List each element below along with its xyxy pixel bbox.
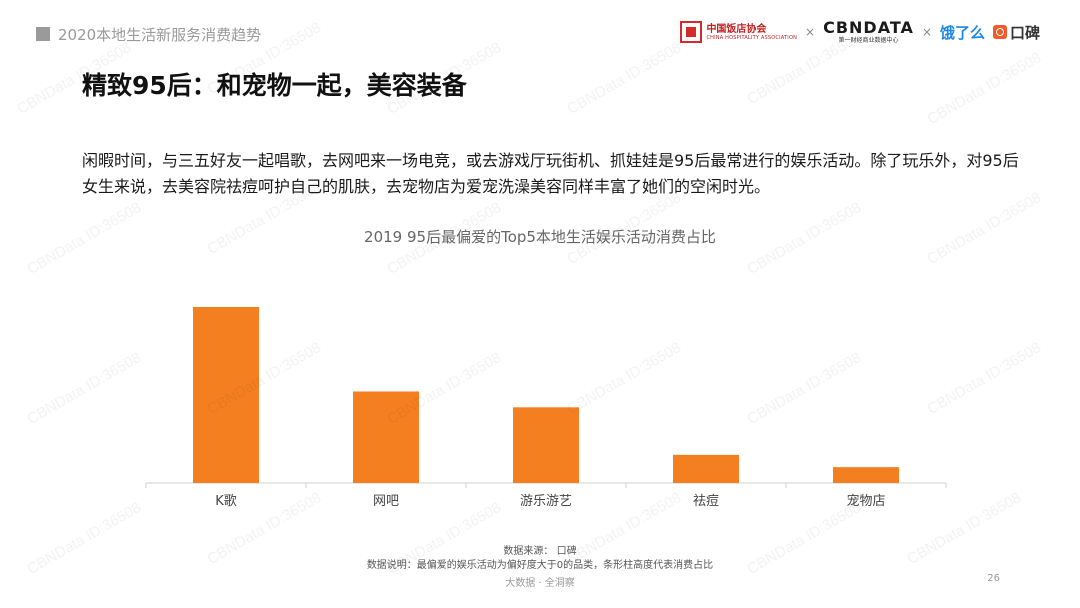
cbndata-logo: CBNDATA 第一财经商业数据中心 (823, 20, 914, 44)
data-source: 数据来源： 口碑 (503, 546, 577, 557)
association-emblem-icon (680, 21, 703, 43)
footer-tagline: 大数据 · 全洞察 (505, 578, 575, 589)
x-tick-label: 游乐游艺 (520, 494, 572, 509)
x-tick-label: 祛痘 (693, 493, 719, 509)
bar-3 (673, 454, 739, 483)
cbndata-wordmark: CBNDATA (823, 18, 914, 37)
bar-0 (193, 307, 259, 483)
eleme-logo: 饿了么 (939, 23, 985, 42)
page-number: 26 (987, 573, 1000, 584)
cbndata-subtitle: 第一财经商业数据中心 (838, 37, 899, 44)
hospitality-association-logo: 中国饭店协会 CHINA HOSPITALITY ASSOCIATION (680, 21, 797, 43)
x-tick-label: K歌 (215, 494, 237, 509)
koubei-wordmark: 口碑 (1009, 23, 1040, 42)
association-name: 中国饭店协会 (706, 23, 767, 35)
page-title: 精致95后：和宠物一起，美容装备 (82, 71, 467, 100)
x-tick-label: 网吧 (373, 494, 399, 509)
chart-title: 2019 95后最偏爱的Top5本地生活娱乐活动消费占比 (364, 228, 716, 246)
bar-2 (513, 407, 579, 483)
association-subtitle: CHINA HOSPITALITY ASSOCIATION (706, 34, 798, 41)
koubei-logo: 口碑 (992, 22, 1040, 43)
koubei-icon (992, 25, 1007, 39)
partner-logos: 中国饭店协会 CHINA HOSPITALITY ASSOCIATION × C… (680, 18, 1040, 46)
section-title: 2020本地生活新服务消费趋势 (58, 25, 262, 44)
description-paragraph: 闲暇时间，与三五好友一起唱歌，去网吧来一场电竞，或去游戏厅玩街机、抓娃娃是95后… (82, 151, 1019, 196)
section-marker (36, 27, 50, 41)
times-separator: × (805, 25, 816, 39)
times-separator: × (921, 25, 932, 39)
x-tick-label: 宠物店 (846, 493, 885, 509)
bar-4 (833, 467, 899, 483)
bar-1 (353, 391, 419, 483)
data-note: 数据说明：最偏爱的娱乐活动为偏好度大于0的品类，条形柱高度代表消费占比 (366, 560, 714, 571)
section-header: 2020本地生活新服务消费趋势 (36, 24, 261, 44)
